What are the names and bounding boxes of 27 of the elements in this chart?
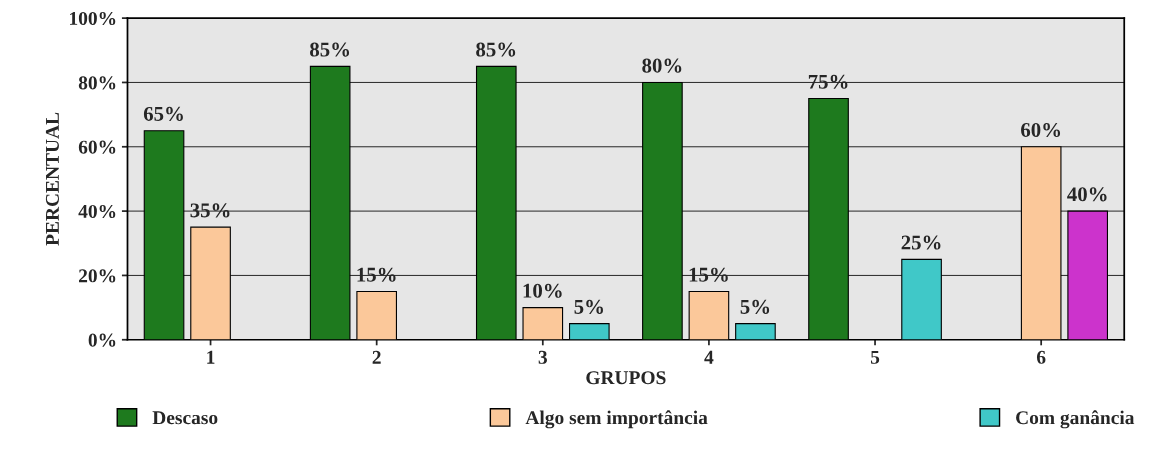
data-label: 5% [574,299,603,314]
y-tick-label: 0% [88,333,116,347]
x-tick-label: 5 [870,350,880,364]
data-label: 85% [310,42,350,57]
legend-label: Algo sem importância [525,410,708,429]
y-axis-title: PERCENTUAL [45,112,59,246]
data-label: 60% [1021,122,1061,138]
x-tick-label: 1 [207,350,215,364]
data-label: 80% [642,58,682,73]
x-tick-label: 2 [372,350,381,364]
y-tick-label: 100% [70,11,116,26]
data-label: 25% [901,235,941,250]
data-label: 65% [143,106,183,121]
x-tick-label: 3 [538,350,547,364]
y-tick-label: 20% [79,269,116,283]
y-tick-label: 40% [78,204,116,219]
x-axis-title: GRUPOS [586,371,666,385]
data-label: 40% [1067,187,1107,202]
x-tick-label: 6 [1036,350,1046,364]
data-label: 85% [476,42,516,57]
x-tick-label: 4 [704,350,714,364]
legend-label: Descaso [152,411,218,425]
y-tick-label: 80% [78,76,116,90]
y-tick-label: 60% [78,140,116,154]
data-label: 10% [523,283,562,298]
legend-label: Com ganância [1016,410,1135,429]
data-label: 5% [740,299,770,314]
